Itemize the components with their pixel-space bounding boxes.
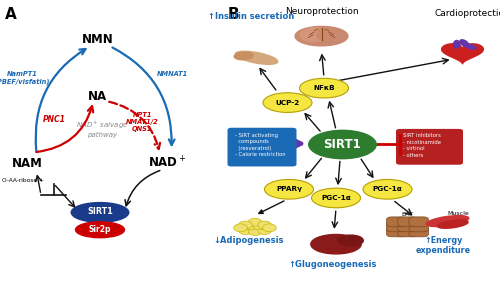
Text: NAD$^+$ salvage
pathway: NAD$^+$ salvage pathway [76, 119, 129, 138]
Ellipse shape [295, 26, 348, 46]
Ellipse shape [264, 179, 314, 199]
Text: PGC-1α: PGC-1α [372, 186, 402, 192]
Text: BAT: BAT [402, 212, 413, 217]
FancyBboxPatch shape [398, 227, 417, 237]
FancyBboxPatch shape [396, 129, 463, 165]
Polygon shape [442, 44, 484, 64]
Text: Cardioprotection: Cardioprotection [434, 9, 500, 18]
Text: PPARγ: PPARγ [276, 186, 302, 192]
Text: NA: NA [88, 90, 107, 103]
Text: NMN: NMN [82, 33, 114, 45]
Ellipse shape [464, 44, 476, 49]
Text: - SIRT activating
  compounds
  (resveratrol)
- Calorie restriction: - SIRT activating compounds (resveratrol… [235, 133, 286, 158]
Text: ↑Insulin secretion: ↑Insulin secretion [208, 12, 294, 21]
FancyBboxPatch shape [398, 217, 417, 227]
Text: UCP-2: UCP-2 [276, 100, 299, 105]
FancyBboxPatch shape [386, 222, 406, 232]
FancyBboxPatch shape [409, 222, 428, 232]
Text: SIRT1: SIRT1 [324, 138, 362, 151]
Ellipse shape [460, 40, 469, 47]
Text: Sir2p: Sir2p [89, 225, 111, 234]
Ellipse shape [316, 28, 343, 42]
Ellipse shape [426, 216, 469, 227]
Ellipse shape [454, 40, 460, 48]
Text: PGC-1α: PGC-1α [321, 195, 351, 201]
Ellipse shape [253, 222, 266, 230]
Ellipse shape [258, 221, 272, 229]
Ellipse shape [363, 179, 412, 199]
Ellipse shape [438, 220, 468, 228]
FancyBboxPatch shape [386, 227, 406, 237]
Text: NPT1
NMAT1/2
QNS1: NPT1 NMAT1/2 QNS1 [126, 112, 159, 132]
Ellipse shape [248, 227, 262, 236]
Ellipse shape [338, 235, 363, 246]
Ellipse shape [312, 188, 360, 208]
Ellipse shape [238, 227, 252, 234]
Ellipse shape [234, 224, 247, 232]
Ellipse shape [300, 78, 348, 98]
Text: NMNAT1: NMNAT1 [157, 71, 188, 77]
FancyBboxPatch shape [409, 227, 428, 237]
Text: NFκB: NFκB [313, 85, 335, 91]
Text: NAM: NAM [12, 157, 43, 170]
Ellipse shape [244, 222, 257, 230]
Ellipse shape [258, 227, 272, 234]
Ellipse shape [235, 51, 278, 64]
Ellipse shape [248, 218, 262, 226]
Text: B: B [228, 7, 239, 22]
Text: A: A [5, 7, 17, 22]
Text: Muscle: Muscle [448, 211, 469, 216]
FancyBboxPatch shape [409, 217, 428, 227]
Ellipse shape [263, 93, 312, 112]
Ellipse shape [311, 234, 361, 254]
Ellipse shape [300, 28, 326, 42]
Text: NAD$^+$: NAD$^+$ [148, 156, 186, 171]
Text: Neuroprotection: Neuroprotection [284, 7, 358, 16]
Text: NamPT1
(PBEF/visfatin): NamPT1 (PBEF/visfatin) [0, 71, 50, 85]
Ellipse shape [76, 222, 124, 238]
Text: ↑Energy
expenditure: ↑Energy expenditure [416, 236, 471, 255]
Ellipse shape [238, 221, 252, 229]
Text: ↓Adipogenesis: ↓Adipogenesis [213, 236, 284, 244]
FancyBboxPatch shape [386, 217, 406, 227]
Ellipse shape [72, 203, 129, 222]
Text: SIRT1: SIRT1 [87, 207, 113, 216]
Ellipse shape [234, 52, 253, 60]
Text: O-AA-ribose +: O-AA-ribose + [2, 178, 44, 183]
Ellipse shape [262, 224, 276, 232]
FancyBboxPatch shape [228, 128, 296, 166]
Text: PNC1: PNC1 [42, 115, 66, 125]
Text: SIRT inhibitors
- nicotinamide
- sirtinol
- others: SIRT inhibitors - nicotinamide - sirtino… [403, 133, 441, 158]
Text: ↑Glugoneogenesis: ↑Glugoneogenesis [288, 260, 376, 269]
FancyBboxPatch shape [398, 222, 417, 232]
Ellipse shape [309, 130, 376, 159]
